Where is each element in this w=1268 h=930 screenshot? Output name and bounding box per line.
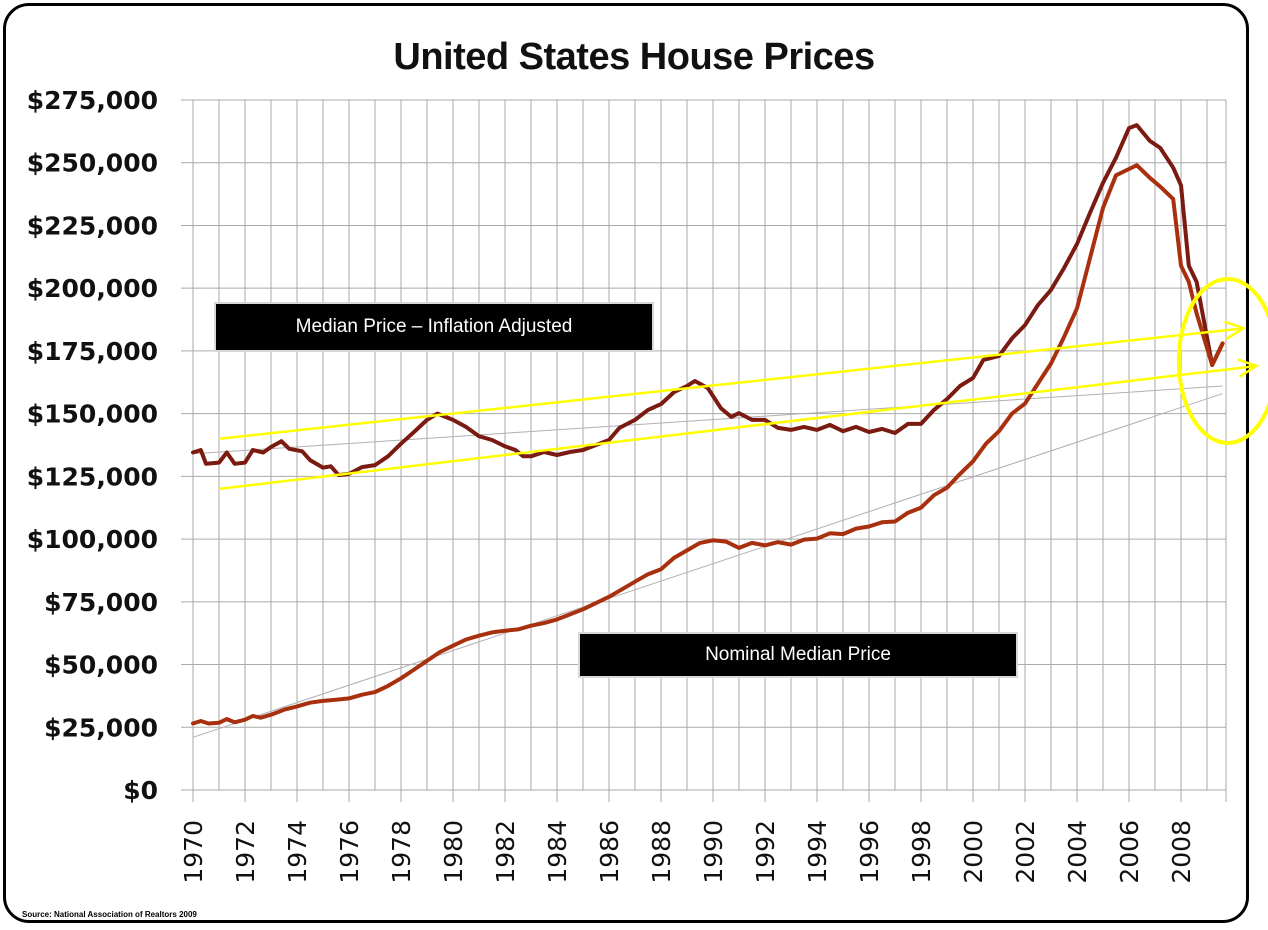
y-tick-label: $250,000 [27,149,158,178]
arrowhead-icon [1237,358,1260,378]
chart-frame [3,3,1249,923]
x-tick-label: 1972 [231,820,260,884]
x-tick-label: 2000 [959,820,988,884]
grid [181,99,1227,802]
nominal-label-box: Nominal Median Price [578,632,1018,678]
y-tick-label: $225,000 [27,211,158,240]
inflation-adjusted-label-box: Median Price – Inflation Adjusted [214,302,654,352]
y-axis: $0 $25,000 $50,000 $75,000 $100,000 $125,000 $… [27,86,158,805]
y-tick-label: $200,000 [27,274,158,303]
x-tick-label: 1986 [595,820,624,884]
x-tick-label: 1980 [439,820,468,884]
y-tick-label: $150,000 [27,400,158,429]
x-tick-label: 1990 [699,820,728,884]
series-lines [191,123,1225,726]
highlight-ellipse [1176,276,1268,445]
x-tick-label: 1982 [491,820,520,884]
source-note: Source: National Association of Realtors… [22,910,197,919]
x-tick-label: 1994 [803,820,832,884]
chart-title: United States House Prices [393,36,875,78]
y-tick-label: $125,000 [27,462,158,491]
y-tick-label: $175,000 [27,337,158,366]
yellow-trend-arrow [218,327,1244,440]
x-tick-label: 1978 [387,820,416,884]
arrowhead-icon [1224,320,1247,340]
x-tick-label: 1998 [907,820,936,884]
x-tick-label: 2002 [1011,820,1040,884]
x-tick-label: 1974 [283,820,312,884]
nominal-series-line [191,163,1225,726]
y-tick-label: $100,000 [27,525,158,554]
x-tick-label: 2004 [1063,820,1092,884]
x-tick-label: 1976 [335,820,364,884]
x-tick-label: 1970 [179,820,208,884]
x-tick-label: 2008 [1167,820,1196,884]
y-tick-label: $25,000 [44,713,158,742]
annotations [218,276,1268,491]
y-tick-label: $75,000 [44,588,158,617]
yellow-trend-arrow [218,364,1257,491]
x-axis: 1970 1972 1974 1976 1978 1980 1982 1984 1986 1988… [179,820,1196,884]
y-tick-label: $0 [123,776,158,805]
trend-line [192,385,1223,455]
y-tick-label: $50,000 [44,651,158,680]
trend-lines [192,385,1223,738]
trend-line [192,393,1223,738]
inflation-adjusted-series-line [191,123,1225,478]
x-tick-label: 1988 [647,820,676,884]
x-tick-label: 1996 [855,820,884,884]
x-tick-label: 1984 [543,820,572,884]
y-tick-label: $275,000 [27,86,158,115]
x-tick-label: 2006 [1115,820,1144,884]
x-tick-label: 1992 [751,820,780,884]
